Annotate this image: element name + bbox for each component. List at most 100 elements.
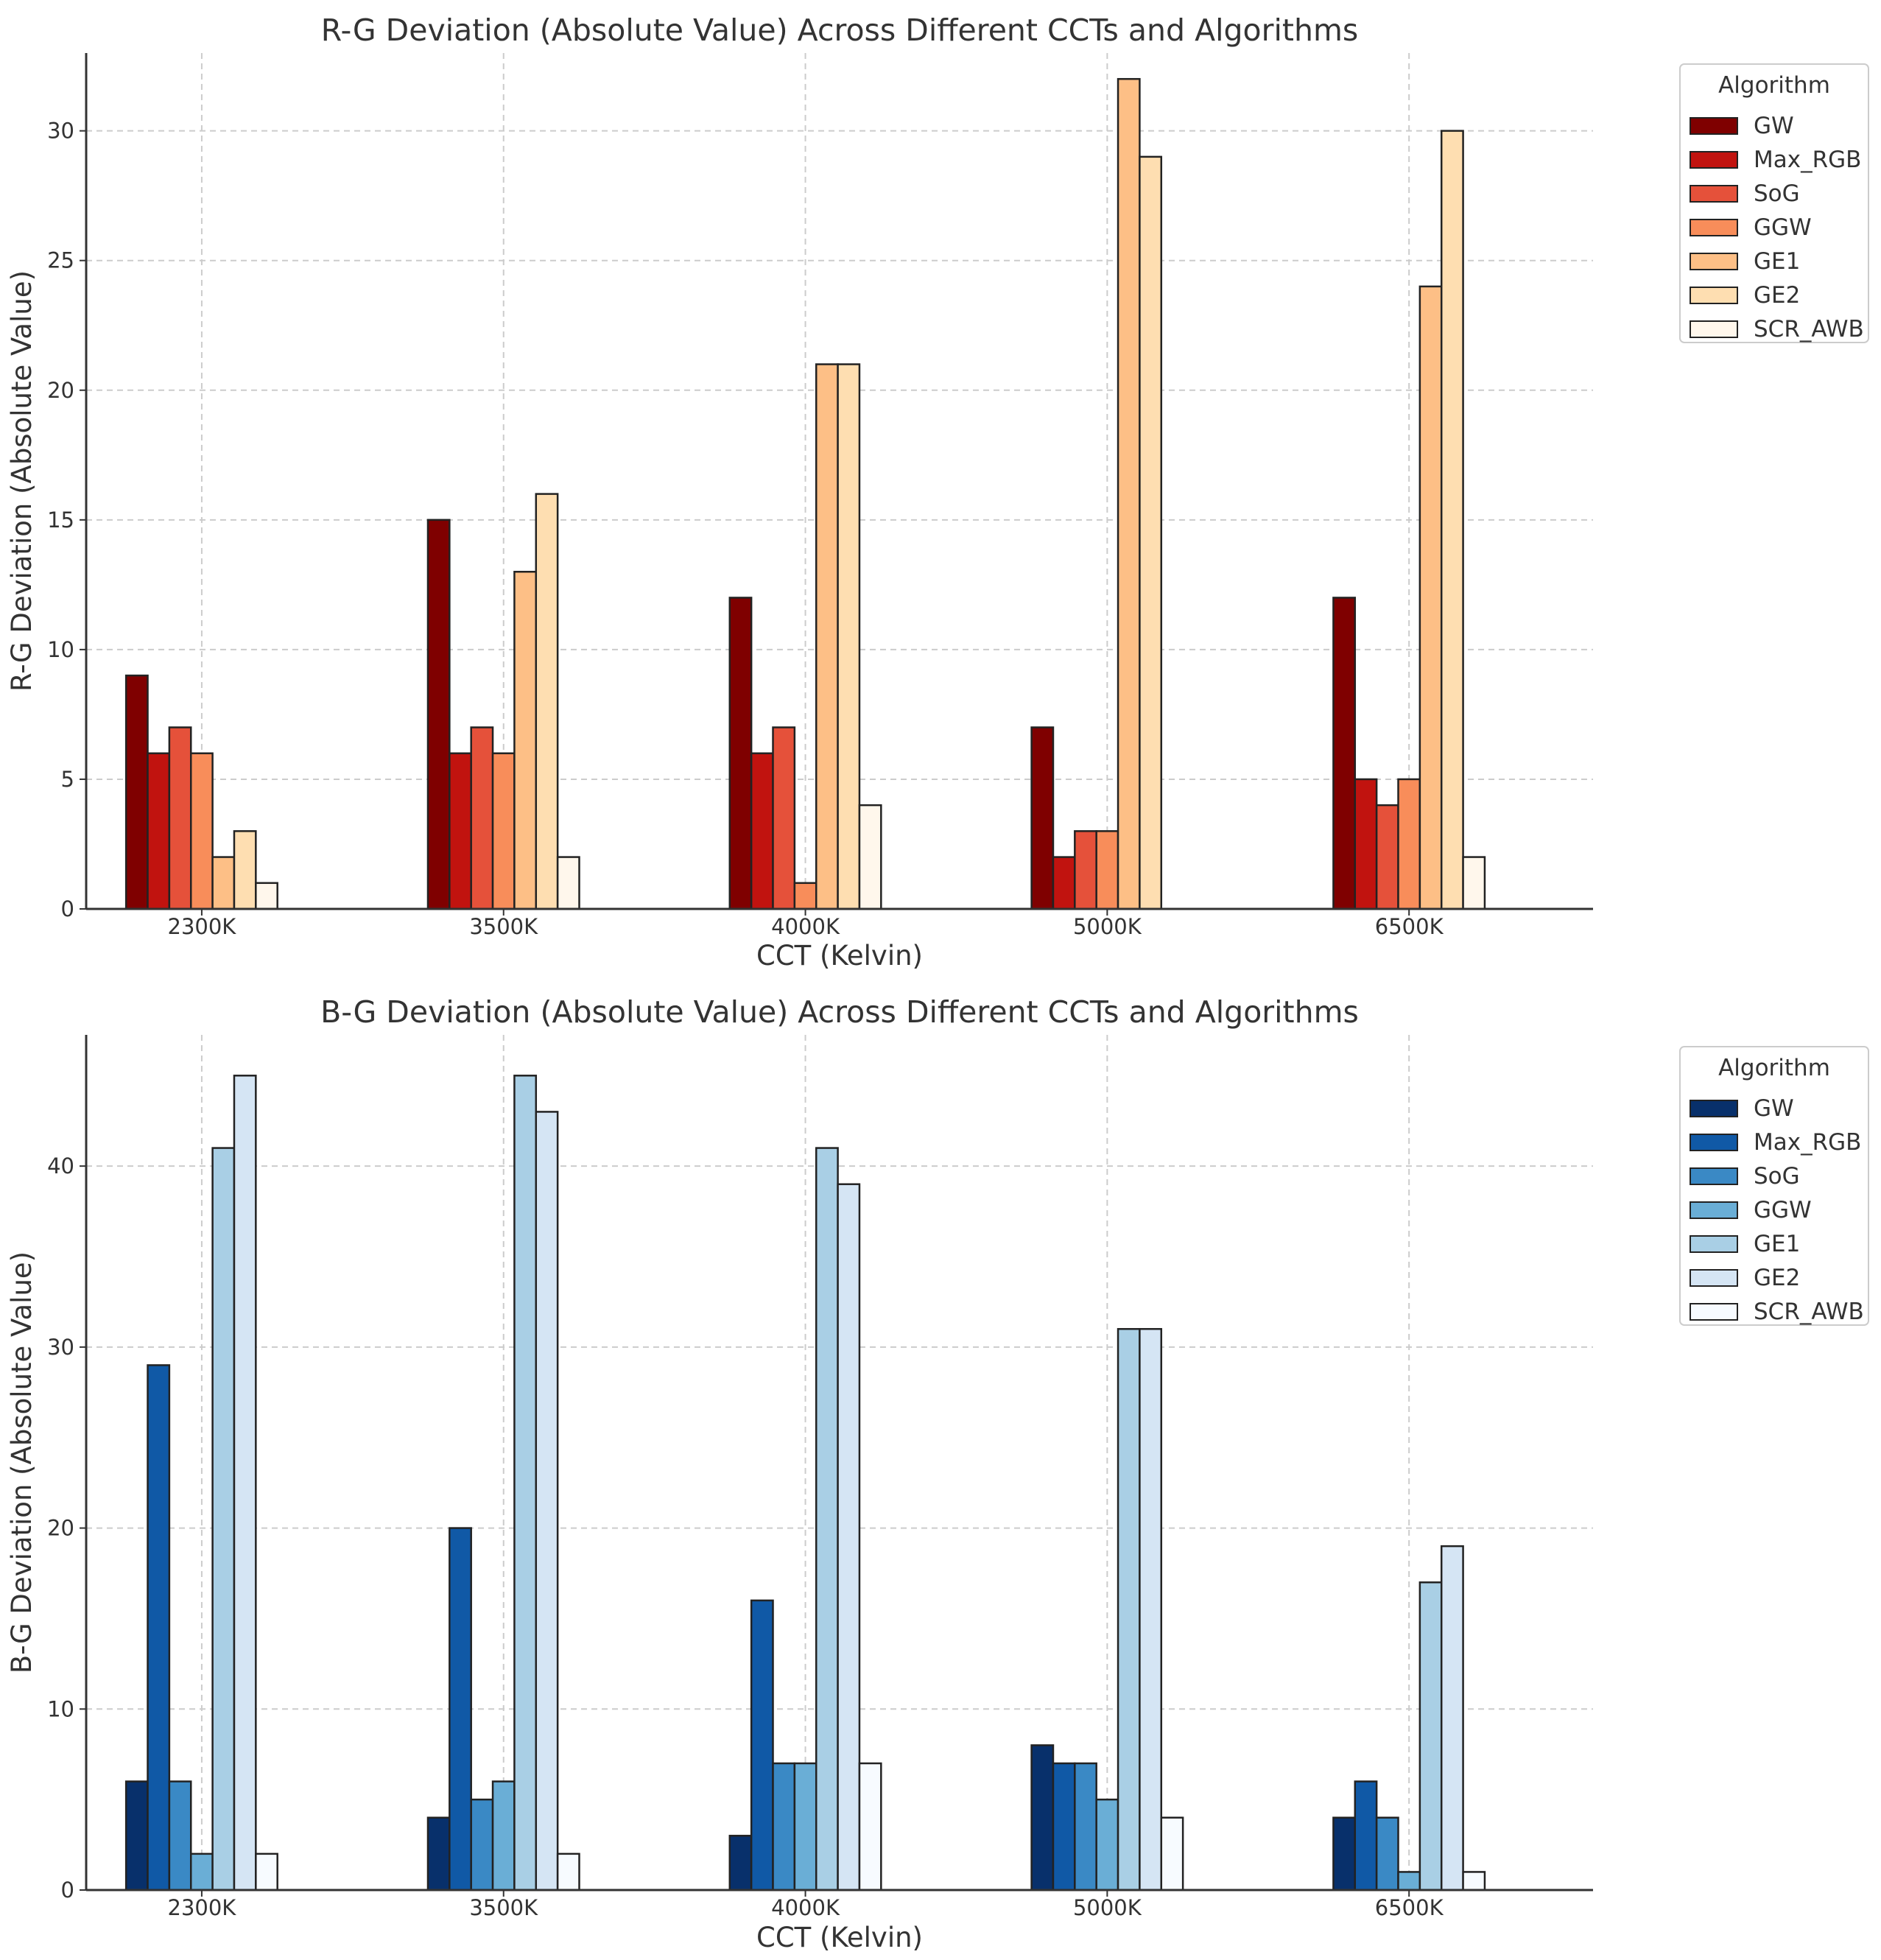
legend-label-max-rgb: Max_RGB	[1754, 147, 1861, 173]
legend: Algorithm GW Max_RGB SoG GGW GE1 GE2 SCR_AWB	[1679, 63, 1869, 343]
legend-title: Algorithm	[1718, 72, 1830, 99]
bar-ge1-3500k	[513, 1075, 538, 1891]
bar-ge1-4000k	[815, 363, 839, 910]
legend-swatch-gw	[1690, 117, 1738, 135]
bar-gw-3500k	[426, 519, 451, 910]
y-tick-label: 30	[47, 119, 74, 144]
x-tick-label: 2300K	[168, 1895, 237, 1920]
y-axis-label: B-G Deviation (Absolute Value)	[6, 1251, 38, 1673]
legend-swatch-ggw	[1690, 1201, 1738, 1219]
bar-sog-3500k	[470, 726, 494, 910]
legend-swatch-gw	[1690, 1100, 1738, 1117]
bar-ge2-2300k	[233, 1075, 257, 1891]
bar-ggw-3500k	[491, 752, 516, 910]
bar-ge1-6500k	[1418, 1581, 1443, 1891]
bar-gw-6500k	[1332, 1816, 1357, 1891]
legend-label-ge2: GE2	[1754, 1265, 1800, 1291]
bar-max-rgb-6500k	[1354, 778, 1378, 910]
bar-sog-4000k	[772, 726, 796, 910]
bar-ge2-5000k	[1139, 155, 1163, 910]
bar-ge1-4000k	[815, 1147, 839, 1891]
bar-scr-awb-2300k	[255, 1852, 278, 1891]
legend-swatch-sog	[1690, 185, 1738, 203]
legend-swatch-max-rgb	[1690, 1134, 1738, 1151]
legend-swatch-ge1	[1690, 253, 1738, 270]
legend-label-sog: SoG	[1754, 180, 1800, 207]
x-tick-label: 6500K	[1375, 914, 1444, 939]
x-tick-label: 5000K	[1073, 1895, 1142, 1920]
legend-swatch-max-rgb	[1690, 151, 1738, 169]
bar-ge1-3500k	[513, 570, 538, 910]
bar-ggw-3500k	[491, 1780, 516, 1891]
bar-scr-awb-5000k	[1160, 1816, 1184, 1891]
bar-ggw-6500k	[1397, 1871, 1421, 1891]
bar-ge2-3500k	[535, 1111, 559, 1891]
bar-ge1-2300k	[211, 856, 236, 910]
legend-label-ggw: GGW	[1754, 1197, 1812, 1223]
chart-title: B-G Deviation (Absolute Value) Across Di…	[320, 994, 1359, 1030]
y-axis-label: R-G Deviation (Absolute Value)	[6, 270, 38, 692]
bar-sog-3500k	[470, 1798, 494, 1891]
bar-ge2-2300k	[233, 830, 257, 910]
x-tick-label: 3500K	[469, 914, 538, 939]
bar-ge2-4000k	[837, 363, 861, 910]
y-tick-label: 20	[47, 378, 74, 403]
bar-ggw-6500k	[1397, 778, 1421, 910]
x-tick-label: 4000K	[771, 914, 840, 939]
bar-max-rgb-4000k	[750, 752, 774, 910]
bar-max-rgb-6500k	[1354, 1780, 1378, 1891]
legend-swatch-sog	[1690, 1167, 1738, 1185]
x-tick-label: 2300K	[168, 914, 237, 939]
legend-label-scr-awb: SCR_AWB	[1754, 1299, 1864, 1325]
bar-ge1-5000k	[1117, 77, 1141, 910]
bar-ge1-2300k	[211, 1147, 236, 1891]
x-tick-label: 5000K	[1073, 914, 1142, 939]
bar-gw-6500k	[1332, 597, 1357, 910]
y-tick-label: 5	[61, 767, 74, 792]
bar-sog-5000k	[1074, 830, 1097, 910]
legend-label-gw: GW	[1754, 113, 1794, 139]
legend-swatch-scr-awb	[1690, 1303, 1738, 1321]
legend-label-scr-awb: SCR_AWB	[1754, 316, 1864, 343]
bar-ge2-6500k	[1440, 130, 1464, 910]
bar-max-rgb-2300k	[147, 752, 171, 910]
bar-ggw-2300k	[189, 1852, 214, 1891]
chart-title: R-G Deviation (Absolute Value) Across Di…	[321, 13, 1359, 48]
legend-swatch-ge1	[1690, 1235, 1738, 1253]
legend-label-gw: GW	[1754, 1095, 1794, 1122]
x-axis-label: CCT (Kelvin)	[756, 940, 923, 972]
bar-ge2-5000k	[1139, 1328, 1163, 1891]
bar-sog-2300k	[168, 1780, 192, 1891]
bar-scr-awb-4000k	[858, 804, 882, 910]
x-tick-label: 6500K	[1375, 1895, 1444, 1920]
bar-sog-6500k	[1375, 804, 1399, 910]
bar-gw-5000k	[1030, 726, 1055, 910]
legend-label-ggw: GGW	[1754, 214, 1812, 241]
bar-ge2-4000k	[837, 1183, 861, 1891]
legend-swatch-ge2	[1690, 287, 1738, 304]
legend-label-ge1: GE1	[1754, 1231, 1800, 1257]
bar-gw-4000k	[728, 597, 753, 910]
legend-label-sog: SoG	[1754, 1163, 1800, 1190]
chart-panel-2: 0 10 20 30 40 2300K 3500K 4000K 5000K 6500K B-G De…	[6, 994, 1869, 1953]
bar-ge2-6500k	[1440, 1545, 1464, 1891]
bar-gw-2300k	[124, 674, 149, 910]
y-tick-label: 10	[47, 637, 74, 662]
bar-gw-4000k	[728, 1835, 753, 1891]
legend-label-max-rgb: Max_RGB	[1754, 1129, 1861, 1156]
bar-max-rgb-4000k	[750, 1599, 774, 1891]
bar-max-rgb-3500k	[449, 752, 472, 910]
bar-ggw-5000k	[1095, 1798, 1119, 1891]
bar-sog-6500k	[1375, 1816, 1399, 1891]
bar-ge1-5000k	[1117, 1328, 1141, 1891]
bar-gw-2300k	[124, 1780, 149, 1891]
bar-ge1-6500k	[1418, 285, 1443, 910]
bar-ggw-5000k	[1095, 830, 1119, 910]
bar-sog-4000k	[772, 1762, 796, 1891]
y-tick-label: 40	[47, 1153, 74, 1179]
x-axis-label: CCT (Kelvin)	[756, 1922, 923, 1953]
legend-swatch-scr-awb	[1690, 320, 1738, 338]
y-tick-label: 20	[47, 1516, 74, 1541]
